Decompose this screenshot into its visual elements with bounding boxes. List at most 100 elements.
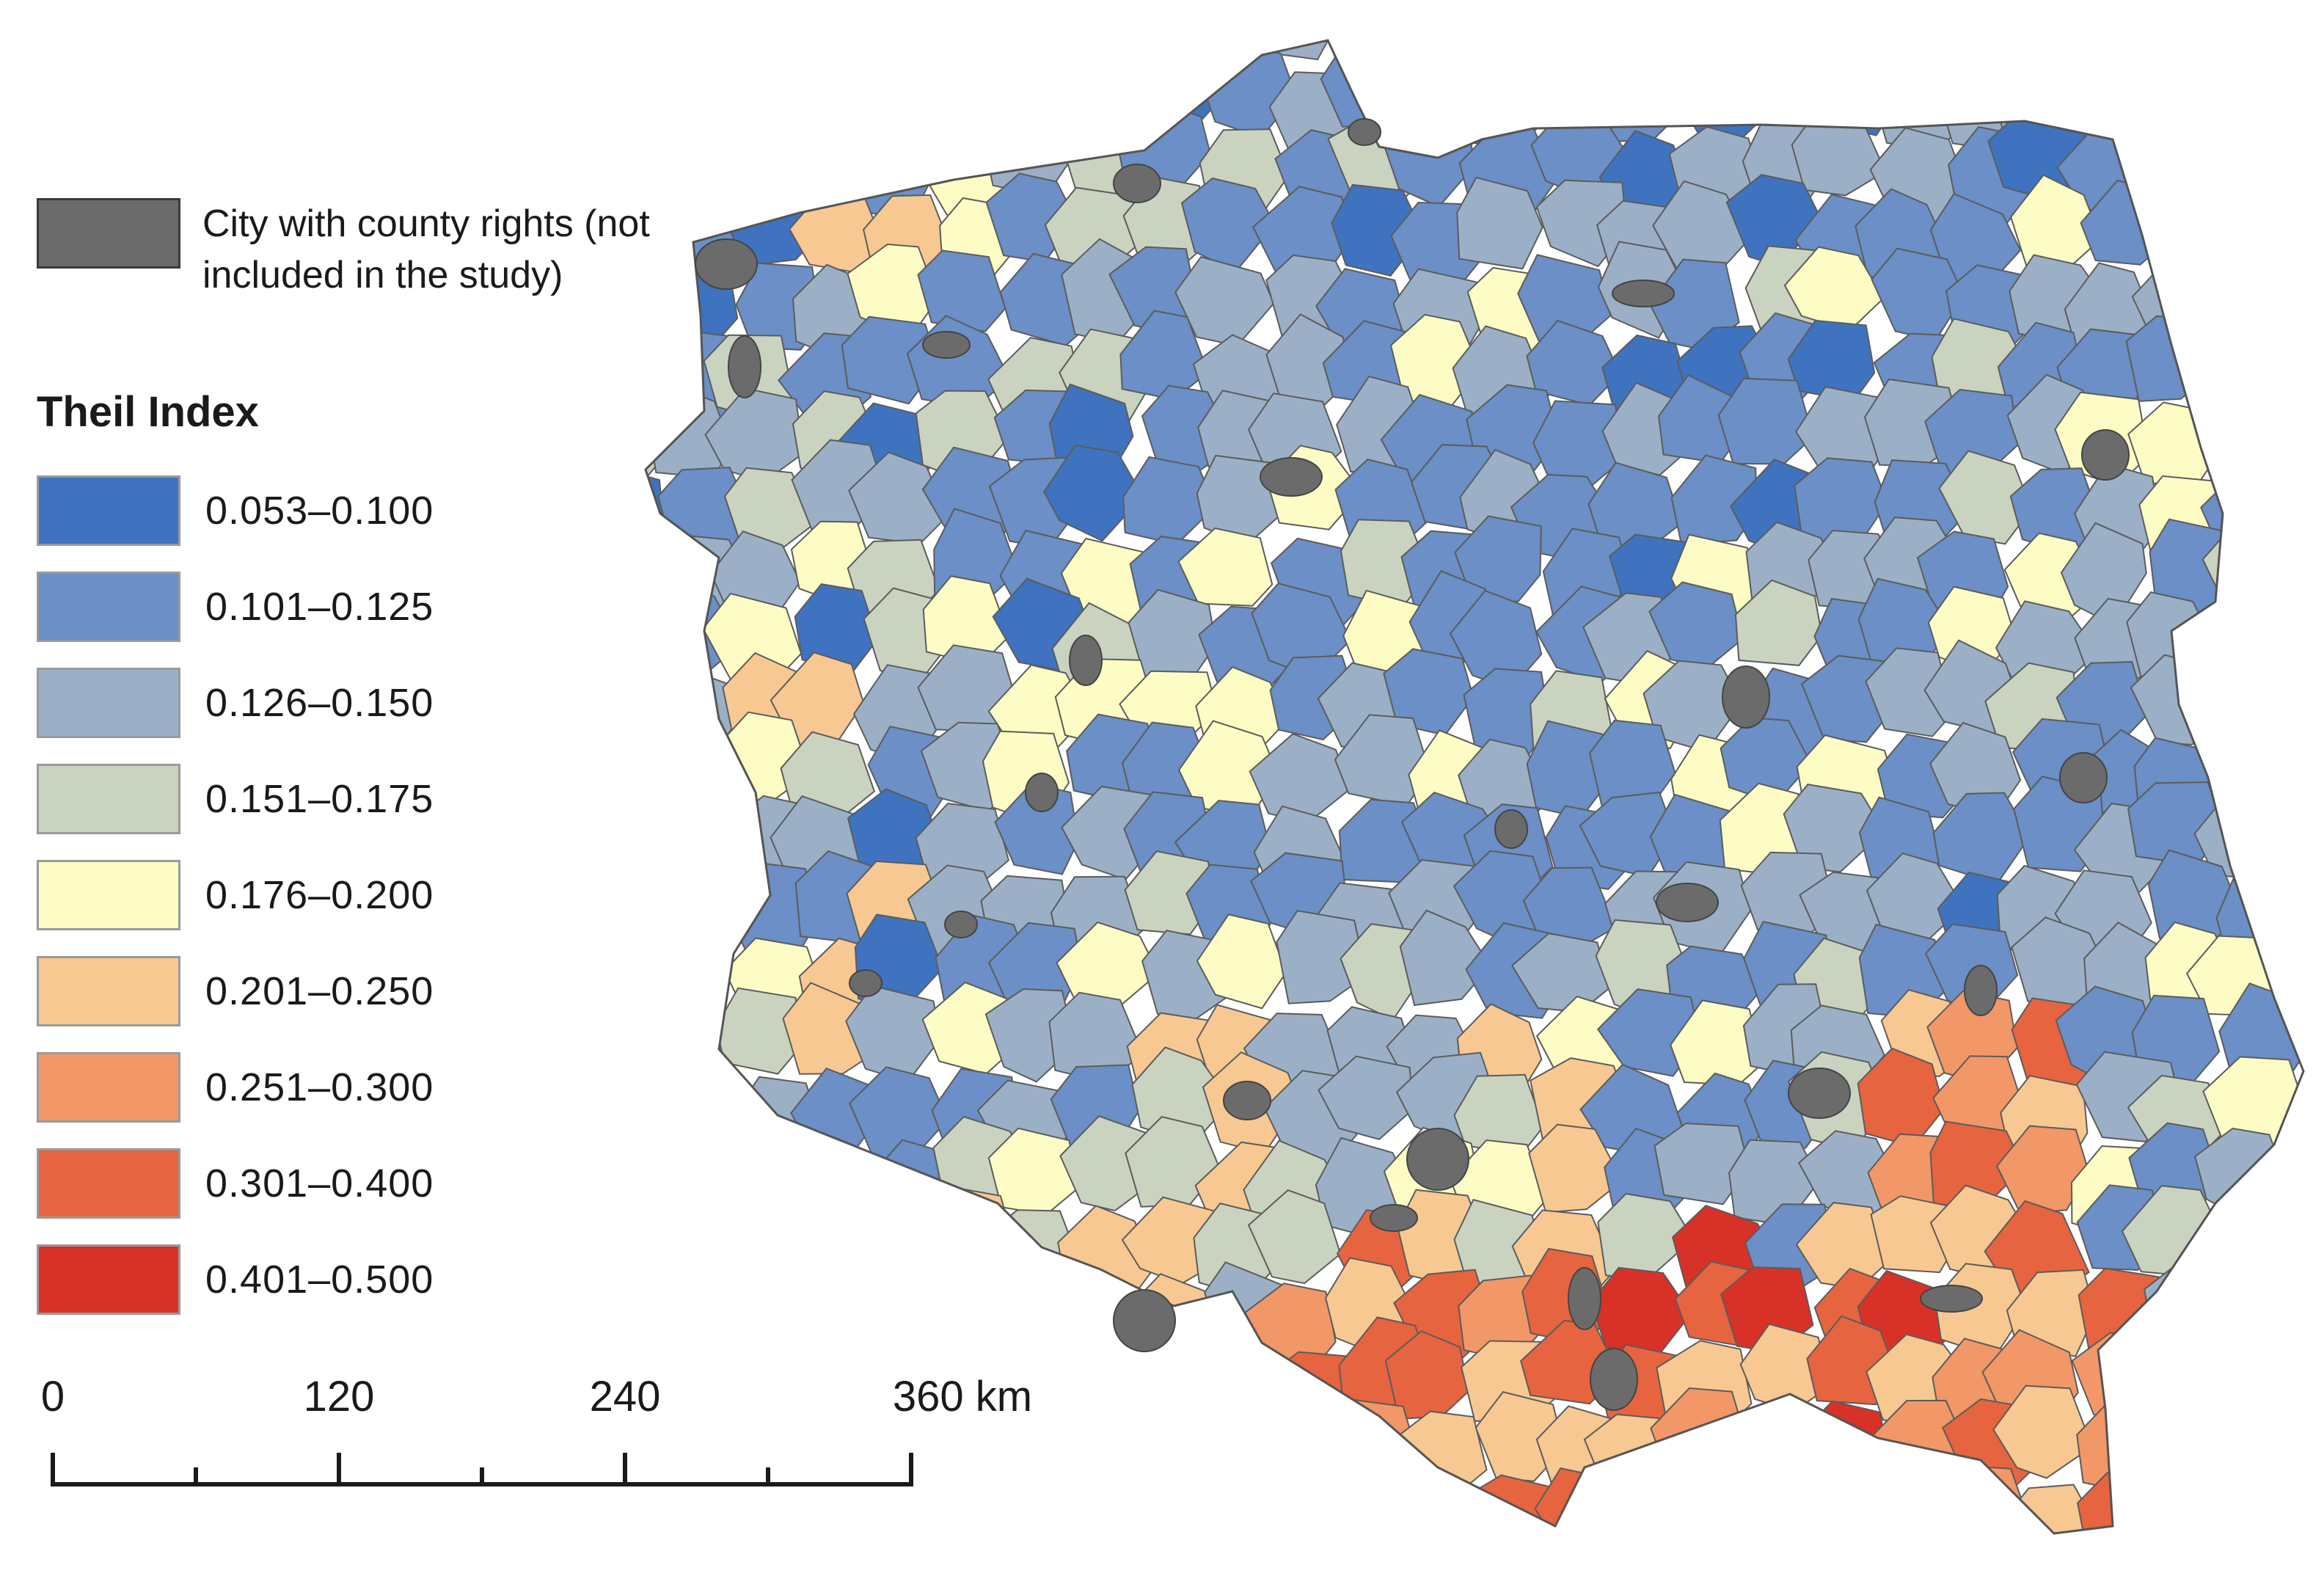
county-region: [646, 795, 665, 886]
county-region: [2188, 649, 2288, 746]
county-region: [1534, 1467, 1634, 1533]
county-region: [937, 40, 1031, 90]
county-region: [1073, 1455, 1163, 1533]
legend-label: 0.301–0.400: [205, 1161, 434, 1205]
county-region: [2125, 315, 2222, 402]
county-region: [1043, 444, 1144, 542]
legend-item-city: [37, 198, 180, 269]
city-with-county-rights: [1590, 1348, 1638, 1411]
county-region: [1381, 1482, 1480, 1533]
city-with-county-rights: [2081, 429, 2130, 481]
county-region: [646, 43, 674, 142]
county-region: [2193, 40, 2286, 74]
city-with-county-rights: [1964, 965, 1998, 1016]
county-region: [1741, 1480, 1832, 1533]
county-region: [1007, 42, 1096, 131]
county-region: [646, 1074, 745, 1167]
county-region: [1791, 102, 1887, 197]
legend-swatch: [37, 764, 180, 834]
county-region: [1128, 1393, 1220, 1484]
legend-swatch: [37, 860, 180, 930]
county-region: [2127, 40, 2229, 76]
legend-swatch: [37, 572, 180, 642]
county-region: [851, 1207, 948, 1303]
county-region: [1181, 1394, 1274, 1486]
county-region: [1065, 41, 1164, 133]
county-region: [1049, 40, 1142, 81]
county-region: [1050, 1404, 1144, 1505]
legend-swatch: [37, 1148, 180, 1219]
county-region: [1583, 40, 1682, 65]
county-region: [1318, 1055, 1415, 1141]
legend-label: 0.126–0.150: [205, 681, 434, 725]
county-region: [646, 1193, 698, 1285]
county-region: [860, 42, 946, 137]
city-with-county-rights: [944, 911, 978, 938]
county-region: [792, 1211, 885, 1299]
county-region: [646, 329, 682, 420]
county-region: [1128, 40, 1219, 58]
city-with-county-rights: [1025, 773, 1059, 812]
county-region: [2210, 401, 2296, 494]
county-region: [2218, 732, 2303, 835]
county-region: [646, 716, 727, 808]
legend-item: 0.126–0.150: [37, 668, 434, 738]
county-region: [646, 922, 679, 1015]
legend-swatch: [37, 1244, 180, 1315]
county-region: [2187, 101, 2283, 193]
county-region: [2071, 1332, 2171, 1427]
county-region: [2204, 319, 2303, 412]
county-region: [1538, 50, 1642, 137]
county-region: [2195, 55, 2287, 142]
county-region: [646, 785, 736, 885]
county-region: [1528, 1123, 1623, 1214]
county-region: [1247, 1189, 1342, 1285]
county-region: [1316, 1477, 1420, 1533]
city-with-county-rights: [1568, 1267, 1601, 1330]
scale-tick: [194, 1467, 198, 1486]
legend-label-city: City with county rights (not included in…: [202, 203, 650, 296]
scale-tick-label: 120: [303, 1373, 375, 1420]
legend-label: 0.053–0.100: [205, 489, 434, 533]
county-region: [649, 112, 743, 210]
county-region: [1816, 42, 1907, 136]
county-region: [2076, 1401, 2168, 1497]
city-with-county-rights: [1494, 809, 1528, 849]
county-mosaic: [646, 40, 2303, 1533]
county-region: [2199, 185, 2294, 282]
county-region: [646, 65, 746, 150]
county-region: [1653, 40, 1742, 80]
county-region: [646, 1065, 679, 1160]
city-with-county-rights: [728, 335, 761, 398]
county-region: [649, 40, 740, 81]
county-region: [1267, 1401, 1354, 1492]
city-with-county-rights: [1113, 164, 1161, 203]
county-region: [1992, 1385, 2094, 1479]
county-region: [659, 1269, 764, 1354]
county-region: [646, 1475, 679, 1533]
scale-tick-label: 360 km: [892, 1373, 1033, 1420]
county-region: [1871, 40, 1970, 71]
county-region: [2207, 253, 2303, 338]
county-region: [2221, 1248, 2303, 1339]
county-region: [841, 315, 939, 405]
county-region: [1670, 454, 1758, 546]
county-region: [1276, 910, 1367, 1004]
county-region: [646, 40, 676, 78]
county-region: [1675, 52, 1774, 142]
county-region: [2146, 120, 2237, 212]
county-region: [1322, 1398, 1420, 1497]
county-region: [1808, 40, 1904, 81]
city-with-county-rights: [849, 969, 883, 997]
county-region: [1475, 1390, 1565, 1482]
county-region: [703, 1208, 802, 1299]
county-region: [1113, 1463, 1201, 1533]
county-region: [1995, 1125, 2090, 1214]
county-region: [646, 528, 687, 622]
county-region: [796, 40, 895, 78]
county-region: [909, 62, 1007, 147]
legend-item: 0.401–0.500: [37, 1244, 434, 1315]
county-region: [1733, 52, 1826, 135]
legend-item: 0.151–0.175: [37, 764, 434, 834]
county-region: [983, 1261, 1080, 1347]
